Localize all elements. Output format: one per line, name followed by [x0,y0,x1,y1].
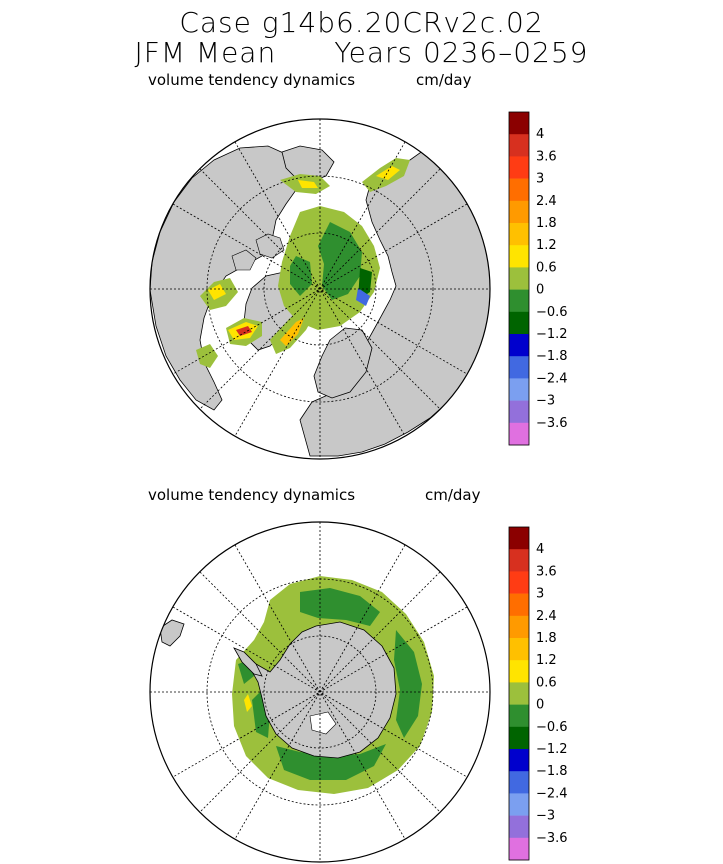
north-colorbar-swatch [509,112,529,135]
south-colorbar-swatch [509,749,529,772]
south-colorbar-tick-label: −0.6 [536,720,568,735]
north-colorbar-tick-label: 1.2 [536,238,557,253]
north-colorbar-swatch [509,156,529,179]
south-colorbar: 4 3.6 3 2.4 1.8 1.2 0.6 0 −0.6 −1.2 −1.8 −2.4 −3 −3.6 [508,526,568,861]
figure-title-case: Case g14b6.20CRv2c.02 [179,6,544,39]
south-colorbar-swatch [509,793,529,816]
south-colorbar-swatch [509,704,529,728]
north-units-label: cm/day [416,71,472,89]
north-colorbar-swatch [509,378,529,401]
north-colorbar-tick-label: 3.6 [536,149,557,164]
south-colorbar-swatch [509,660,529,683]
north-colorbar-swatch [509,223,529,246]
south-colorbar-tick-label: −1.8 [536,764,568,779]
south-colorbar-tick-label: 1.2 [536,653,557,668]
north-variable-label: volume tendency dynamics [148,71,356,89]
north-colorbar-swatch [509,289,529,313]
south-colorbar-tick-label: 2.4 [536,609,557,624]
north-colorbar-swatch [509,134,529,157]
south-colorbar-tick-label: 0 [536,698,544,713]
south-variable-label: volume tendency dynamics [148,486,356,504]
north-colorbar-tick-label: −1.8 [536,349,568,364]
north-colorbar-swatch [509,200,529,224]
north-colorbar-tick-label: 4 [536,127,544,142]
north-colorbar-tick-label: 0 [536,283,544,298]
north-polar-map [149,118,491,460]
north-colorbar-tick-label: 1.8 [536,216,557,231]
north-colorbar-swatch [509,356,529,379]
south-colorbar-swatch [509,593,529,617]
season-label: JFM Mean [134,36,277,69]
north-colorbar-swatch [509,245,529,268]
north-colorbar-tick-label: −3.6 [536,416,568,431]
figure-title-period: JFM Mean Years 0236–0259 [0,36,723,69]
south-colorbar-tick-label: 1.8 [536,631,557,646]
south-colorbar-swatch [509,527,529,550]
south-colorbar-swatch [509,549,529,572]
north-colorbar-tick-label: −2.4 [536,371,568,386]
land-antarctica [239,621,397,759]
south-colorbar-swatch [509,682,529,705]
north-colorbar-swatch [509,311,529,335]
north-colorbar: 4 3.6 3 2.4 1.8 1.2 0.6 0 −0.6 −1.2 −1.8 −2.4 −3 −3.6 [508,111,568,446]
south-colorbar-swatch [509,837,529,861]
south-polar-map [149,521,491,863]
north-colorbar-tick-label: 0.6 [536,260,557,275]
south-colorbar-tick-label: 3 [536,587,544,602]
north-graticule [150,119,490,459]
north-colorbar-swatch [509,334,529,357]
south-colorbar-tick-label: 3.6 [536,564,557,579]
land-antarctic-peninsula [233,647,263,677]
land-south-america [159,619,185,647]
south-colorbar-swatch [509,571,529,594]
land-alaska [281,145,335,183]
south-colorbar-swatch [509,771,529,794]
south-colorbar-tick-label: −3 [536,809,555,824]
north-colorbar-tick-label: −0.6 [536,305,568,320]
north-colorbar-tick-label: 2.4 [536,194,557,209]
south-colorbar-tick-label: 4 [536,542,544,557]
years-label: Years 0236–0259 [334,36,589,69]
south-colorbar-frame [508,526,530,861]
south-colorbar-tick-label: −3.6 [536,831,568,846]
north-colorbar-tick-label: −3 [536,394,555,409]
south-colorbar-tick-label: −1.2 [536,742,568,757]
south-colorbar-swatch [509,638,529,661]
south-graticule [150,522,490,862]
south-colorbar-tick-label: −2.4 [536,786,568,801]
south-colorbar-swatch [509,815,529,839]
north-colorbar-swatch [509,267,529,290]
south-colorbar-tick-label: 0.6 [536,675,557,690]
north-colorbar-tick-label: 3 [536,172,544,187]
south-colorbar-swatch [509,615,529,639]
north-colorbar-tick-label: −1.2 [536,327,568,342]
north-colorbar-swatch [509,178,529,202]
north-colorbar-frame [508,111,530,446]
south-units-label: cm/day [425,486,481,504]
north-colorbar-swatch [509,422,529,446]
south-colorbar-swatch [509,726,529,750]
north-colorbar-swatch [509,400,529,424]
land-scandinavia [313,327,373,399]
